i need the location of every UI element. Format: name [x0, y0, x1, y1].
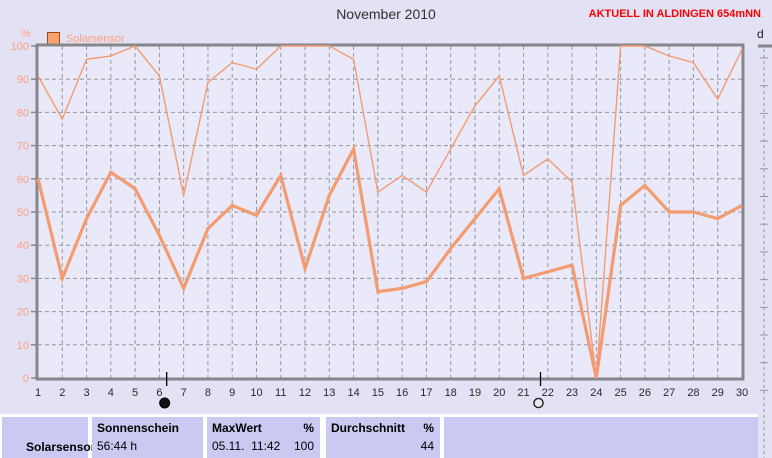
page-title: November 2010: [336, 6, 436, 22]
y-tick-label: 20: [17, 307, 29, 319]
sonnenschein-header: Sonnenschein: [97, 421, 180, 435]
y-tick-label: 70: [17, 141, 29, 153]
maxwert-cell: MaxWert% 05.11. 11:42 100: [207, 417, 320, 458]
y-tick-label: 10: [17, 340, 29, 352]
sonnenschein-value: 56:44 h: [97, 439, 138, 453]
x-tick-label: 30: [736, 387, 748, 399]
x-tick-label: 11: [275, 387, 286, 399]
x-tick-label: 14: [347, 387, 359, 399]
x-tick-label: 25: [614, 387, 626, 399]
y-tick-label: 50: [17, 207, 29, 219]
x-tick-label: 10: [250, 387, 262, 399]
x-tick-label: 23: [566, 387, 578, 399]
x-tick-label: 8: [205, 387, 211, 399]
x-tick-label: 15: [372, 387, 384, 399]
series-line-thick: [36, 143, 743, 379]
x-tick-label: 18: [445, 387, 457, 399]
y-tick-label: 60: [17, 174, 29, 186]
maxwert-unit: %: [303, 421, 314, 435]
station-banner: AKTUELL IN ALDINGEN 654mNN: [588, 8, 761, 20]
x-tick-label: 6: [156, 387, 162, 399]
x-tick-label: 27: [663, 387, 675, 399]
new-moon-icon: [159, 397, 171, 409]
x-tick-label: 28: [687, 387, 699, 399]
y-axis-unit-label: %: [21, 28, 31, 40]
x-tick-label: 17: [420, 387, 432, 399]
y-tick-label: 100: [11, 41, 29, 53]
x-tick-label: 7: [181, 387, 187, 399]
durchschnitt-cell: Durchschnitt% 44: [326, 417, 440, 458]
x-tick-label: 20: [493, 387, 505, 399]
maxwert-header: MaxWert: [212, 421, 262, 435]
x-tick-label: 12: [299, 387, 311, 399]
series-line-thin: [37, 45, 743, 379]
summary-table: Solarsensor Helligkeit Sonnenschein 56:4…: [0, 414, 758, 458]
x-tick-label: 9: [229, 387, 235, 399]
sensor-row2-label-clipped: Helligkeit: [8, 456, 61, 458]
durchschnitt-value: 44: [420, 439, 434, 453]
x-tick-label: 19: [469, 387, 481, 399]
legend-label: Solarsensor: [66, 32, 125, 45]
x-tick-label: 4: [108, 387, 114, 399]
x-tick-label: 24: [590, 387, 602, 399]
y-tick-label: 40: [17, 240, 29, 252]
x-tick-label: 13: [323, 387, 335, 399]
y-tick-label: 0: [23, 373, 29, 385]
y-tick-label: 80: [17, 107, 29, 119]
plot-border: [35, 43, 745, 381]
x-tick-label: 21: [517, 387, 529, 399]
x-tick-label: 22: [542, 387, 554, 399]
empty-cell: [444, 417, 758, 458]
full-moon-icon: [533, 397, 544, 409]
sensor-label-cell: Solarsensor Helligkeit: [2, 417, 95, 458]
maxwert-date: 05.11. 11:42: [212, 439, 281, 453]
maxwert-value: 100: [293, 439, 314, 453]
legend: Solarsensor: [47, 30, 125, 46]
y-tick-label: 30: [17, 273, 29, 285]
x-tick-label: 5: [132, 387, 138, 399]
x-tick-label: 2: [59, 387, 65, 399]
x-tick-label: 16: [396, 387, 408, 399]
x-tick-label: 1: [35, 387, 41, 399]
durchschnitt-unit: %: [423, 421, 434, 435]
x-tick-label: 3: [83, 387, 89, 399]
x-tick-label: 26: [639, 387, 651, 399]
sonnenschein-cell: Sonnenschein 56:44 h: [92, 417, 203, 458]
next-chart-unit-label: d: [757, 27, 764, 41]
x-tick-label: 29: [712, 387, 724, 399]
sensor-row-label: Solarsensor: [26, 440, 96, 454]
durchschnitt-header: Durchschnitt: [331, 421, 406, 435]
y-tick-label: 90: [17, 74, 29, 86]
